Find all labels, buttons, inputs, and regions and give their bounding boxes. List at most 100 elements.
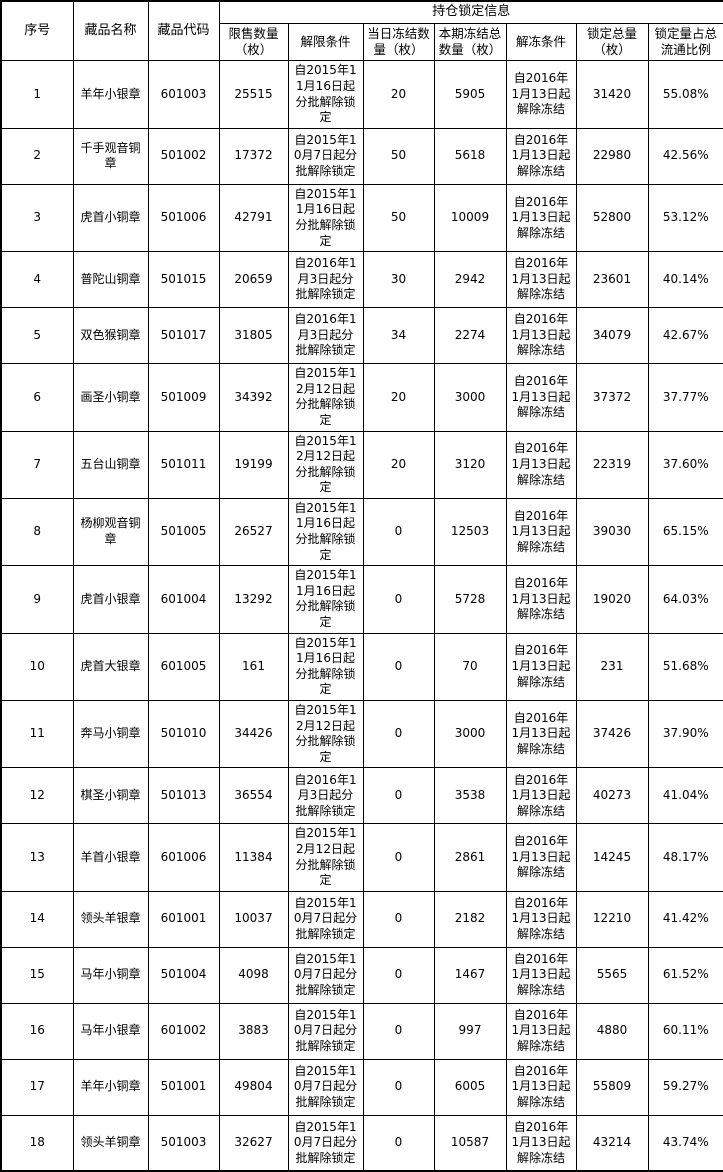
cell-unfreeze-condition: 自2016年1月13日起解除冻结 (505, 767, 577, 825)
cell-limit-qty: 36554 (218, 767, 289, 825)
cell-seq: 5 (0, 307, 74, 365)
cell-name: 虎首小银章 (72, 565, 149, 634)
cell-name: 领头羊银章 (72, 890, 149, 948)
cell-unlock-condition: 自2015年11月16日起分批解除锁定 (287, 632, 364, 702)
cell-unfreeze-condition: 自2016年1月13日起解除冻结 (505, 430, 577, 499)
table-title: 持仓锁定信息 (218, 0, 723, 24)
cell-seq: 17 (0, 1058, 74, 1116)
cell-total-locked: 19020 (575, 565, 649, 634)
cell-seq: 14 (0, 890, 74, 948)
cell-limit-qty: 10037 (218, 890, 289, 948)
cell-code: 601006 (147, 823, 220, 892)
cell-limit-qty: 34392 (218, 363, 289, 432)
table-row: 12 棋圣小铜章 501013 36554 自2016年1月3日起分批解除锁定 0 3538… (0, 767, 723, 825)
cell-period-frozen: 2942 (433, 251, 507, 309)
cell-period-frozen: 70 (433, 632, 507, 702)
cell-unfreeze-condition: 自2016年1月13日起解除冻结 (505, 823, 577, 892)
cell-limit-qty: 49804 (218, 1058, 289, 1116)
cell-unfreeze-condition: 自2016年1月13日起解除冻结 (505, 363, 577, 432)
cell-unlock-condition: 自2016年1月3日起分批解除锁定 (287, 307, 364, 365)
cell-name: 棋圣小铜章 (72, 767, 149, 825)
table-row: 8 杨柳观音铜章 501005 26527 自2015年11月16日起分批解除锁定 0 12… (0, 497, 723, 567)
cell-name: 杨柳观音铜章 (72, 497, 149, 567)
column-header-code: 藏品代码 (147, 0, 220, 62)
cell-lock-ratio: 37.90% (647, 700, 723, 769)
cell-unfreeze-condition: 自2016年1月13日起解除冻结 (505, 183, 577, 253)
cell-code: 501005 (147, 497, 220, 567)
cell-name: 五台山铜章 (72, 430, 149, 499)
cell-limit-qty: 32627 (218, 1114, 289, 1172)
cell-total-locked: 52800 (575, 183, 649, 253)
table-row: 11 奔马小铜章 501010 34426 自2015年12月12日起分批解除锁定 0 30… (0, 700, 723, 769)
cell-limit-qty: 19199 (218, 430, 289, 499)
table-row: 4 普陀山铜章 501015 20659 自2016年1月3日起分批解除锁定 30 2942… (0, 251, 723, 309)
table-row: 6 画圣小铜章 501009 34392 自2015年12月12日起分批解除锁定 20 30… (0, 363, 723, 432)
cell-unfreeze-condition: 自2016年1月13日起解除冻结 (505, 251, 577, 309)
cell-total-locked: 22980 (575, 127, 649, 185)
cell-daily-frozen: 0 (362, 1114, 435, 1172)
cell-name: 羊年小银章 (72, 60, 149, 129)
cell-total-locked: 231 (575, 632, 649, 702)
cell-period-frozen: 997 (433, 1002, 507, 1060)
column-header-unfreeze-condition: 解冻条件 (505, 22, 577, 62)
cell-limit-qty: 20659 (218, 251, 289, 309)
cell-unlock-condition: 自2015年11月16日起分批解除锁定 (287, 497, 364, 567)
cell-lock-ratio: 43.74% (647, 1114, 723, 1172)
cell-period-frozen: 3538 (433, 767, 507, 825)
cell-unfreeze-condition: 自2016年1月13日起解除冻结 (505, 307, 577, 365)
cell-period-frozen: 5618 (433, 127, 507, 185)
cell-seq: 9 (0, 565, 74, 634)
table-row: 14 领头羊银章 601001 10037 自2015年10月7日起分批解除锁定 0 218… (0, 890, 723, 948)
cell-unfreeze-condition: 自2016年1月13日起解除冻结 (505, 890, 577, 948)
cell-seq: 18 (0, 1114, 74, 1172)
cell-limit-qty: 4098 (218, 946, 289, 1004)
cell-code: 501009 (147, 363, 220, 432)
cell-period-frozen: 10009 (433, 183, 507, 253)
cell-total-locked: 34079 (575, 307, 649, 365)
cell-total-locked: 31420 (575, 60, 649, 129)
cell-lock-ratio: 55.08% (647, 60, 723, 129)
cell-seq: 11 (0, 700, 74, 769)
cell-daily-frozen: 0 (362, 1058, 435, 1116)
cell-code: 501017 (147, 307, 220, 365)
cell-unlock-condition: 自2015年12月12日起分批解除锁定 (287, 363, 364, 432)
table-row: 3 虎首小铜章 501006 42791 自2015年11月16日起分批解除锁定 50 10… (0, 183, 723, 253)
cell-lock-ratio: 37.60% (647, 430, 723, 499)
cell-limit-qty: 11384 (218, 823, 289, 892)
cell-lock-ratio: 48.17% (647, 823, 723, 892)
cell-total-locked: 37426 (575, 700, 649, 769)
cell-code: 601005 (147, 632, 220, 702)
cell-daily-frozen: 50 (362, 127, 435, 185)
column-header-name: 藏品名称 (72, 0, 149, 62)
cell-limit-qty: 26527 (218, 497, 289, 567)
cell-period-frozen: 3000 (433, 700, 507, 769)
cell-seq: 3 (0, 183, 74, 253)
cell-lock-ratio: 60.11% (647, 1002, 723, 1060)
cell-seq: 12 (0, 767, 74, 825)
cell-code: 501002 (147, 127, 220, 185)
cell-code: 501003 (147, 1114, 220, 1172)
column-header-lock-ratio: 锁定量占总流通比例 (647, 22, 723, 62)
cell-unlock-condition: 自2015年10月7日起分批解除锁定 (287, 1058, 364, 1116)
cell-daily-frozen: 20 (362, 60, 435, 129)
cell-code: 601001 (147, 890, 220, 948)
cell-lock-ratio: 41.04% (647, 767, 723, 825)
cell-seq: 7 (0, 430, 74, 499)
table-row: 17 羊年小铜章 501001 49804 自2015年10月7日起分批解除锁定 0 600… (0, 1058, 723, 1116)
cell-name: 羊年小铜章 (72, 1058, 149, 1116)
cell-name: 画圣小铜章 (72, 363, 149, 432)
cell-code: 601004 (147, 565, 220, 634)
cell-unfreeze-condition: 自2016年1月13日起解除冻结 (505, 60, 577, 129)
cell-unlock-condition: 自2016年1月3日起分批解除锁定 (287, 251, 364, 309)
cell-lock-ratio: 61.52% (647, 946, 723, 1004)
cell-period-frozen: 1467 (433, 946, 507, 1004)
cell-total-locked: 12210 (575, 890, 649, 948)
cell-daily-frozen: 0 (362, 700, 435, 769)
table-row: 1 羊年小银章 601003 25515 自2015年11月16日起分批解除锁定 20 59… (0, 60, 723, 129)
cell-code: 501004 (147, 946, 220, 1004)
cell-name: 虎首小铜章 (72, 183, 149, 253)
cell-total-locked: 37372 (575, 363, 649, 432)
cell-code: 501006 (147, 183, 220, 253)
cell-period-frozen: 3000 (433, 363, 507, 432)
